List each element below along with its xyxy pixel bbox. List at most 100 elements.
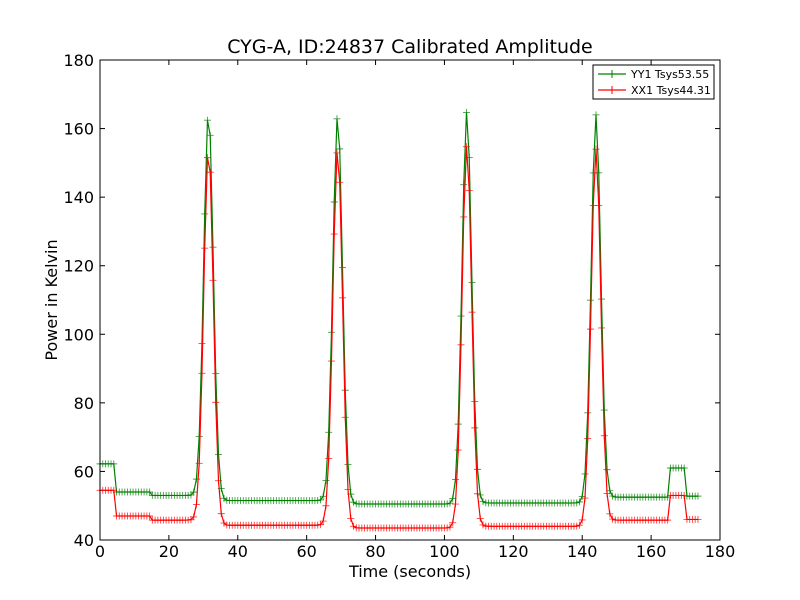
data-point (336, 145, 344, 153)
data-point (603, 466, 611, 474)
plot-area (96, 59, 721, 541)
series-xx1 (96, 143, 702, 532)
data-point (344, 460, 352, 468)
data-point (333, 149, 341, 157)
data-point (110, 486, 118, 494)
x-tick-label: 100 (429, 542, 460, 561)
data-point (206, 131, 214, 139)
data-point (468, 308, 476, 316)
data-point (606, 510, 614, 518)
data-point (330, 198, 338, 206)
data-point (333, 115, 341, 123)
data-point (449, 519, 457, 527)
data-point (203, 154, 211, 162)
data-point (319, 517, 327, 525)
x-tick-label: 40 (228, 542, 248, 561)
data-point (584, 435, 592, 443)
data-point (198, 369, 206, 377)
legend-entries: YY1 Tsys53.55 XX1 Tsys44.31 (598, 68, 711, 97)
plot-background (100, 60, 720, 540)
legend: YY1 Tsys53.55 XX1 Tsys44.31 (592, 64, 715, 100)
data-point (575, 521, 583, 529)
data-point (206, 168, 214, 176)
data-point (192, 500, 200, 508)
data-point (198, 339, 206, 347)
data-point (474, 490, 482, 498)
data-point (336, 178, 344, 186)
data-point (476, 515, 484, 523)
data-point (195, 433, 203, 441)
data-point (214, 477, 222, 485)
data-point (347, 514, 355, 522)
x-tick-label: 20 (159, 542, 179, 561)
data-point (212, 398, 220, 406)
data-point (338, 294, 346, 302)
data-point (201, 210, 209, 218)
plot-frame (99, 59, 721, 541)
data-point (212, 369, 220, 377)
data-point (110, 460, 118, 468)
data-point (454, 420, 462, 428)
data-point (586, 325, 594, 333)
data-point (457, 341, 465, 349)
x-tick-label: 120 (498, 542, 529, 561)
data-point (146, 512, 154, 520)
y-axis-label: Power in Kelvin (42, 239, 61, 360)
data-point (203, 116, 211, 124)
data-point (460, 213, 468, 221)
data-point (581, 494, 589, 502)
y-tick-label: 120 (63, 257, 94, 276)
data-point (190, 488, 198, 496)
data-point (316, 496, 324, 504)
data-point (446, 499, 454, 507)
x-tick-label: 180 (705, 542, 736, 561)
y-tick-label: 40 (74, 531, 94, 550)
series-layer (96, 108, 702, 532)
data-point (325, 455, 333, 463)
data-point (341, 413, 349, 421)
data-point (595, 201, 603, 209)
data-point (454, 446, 462, 454)
x-axis-label: Time (seconds) (348, 562, 471, 581)
data-point (581, 470, 589, 478)
data-point (462, 108, 470, 116)
data-point (214, 450, 222, 458)
x-tick-label: 60 (296, 542, 316, 561)
data-point (680, 464, 688, 472)
x-tick-label: 80 (365, 542, 385, 561)
chart-title: CYG-A, ID:24837 Calibrated Amplitude (227, 36, 592, 58)
data-point (325, 428, 333, 436)
data-point (598, 324, 606, 332)
y-tick-label: 180 (63, 51, 94, 70)
data-point (344, 486, 352, 494)
data-point (465, 187, 473, 195)
data-point (595, 169, 603, 177)
data-point (603, 489, 611, 497)
legend-label: XX1 Tsys44.31 (631, 84, 711, 97)
y-tick-label: 160 (63, 120, 94, 139)
data-point (322, 502, 330, 510)
data-point (462, 143, 470, 151)
data-point (190, 513, 198, 521)
data-point (451, 500, 459, 508)
data-point (600, 432, 608, 440)
data-point (209, 243, 217, 251)
data-point (578, 516, 586, 524)
x-axis: 0 20 40 60 80 100 120 140 160 180 (95, 60, 735, 561)
x-tick-label: 0 (95, 542, 105, 561)
data-point (195, 459, 203, 467)
data-point (338, 264, 346, 272)
data-point (316, 521, 324, 529)
data-point (680, 491, 688, 499)
x-tick-label: 140 (567, 542, 598, 561)
data-point (592, 145, 600, 153)
data-point (451, 475, 459, 483)
data-point (694, 492, 702, 500)
data-point (201, 244, 209, 252)
data-point (664, 516, 672, 524)
data-point (474, 465, 482, 473)
y-tick-label: 60 (74, 462, 94, 481)
y-tick-label: 100 (63, 325, 94, 344)
data-point (471, 424, 479, 432)
